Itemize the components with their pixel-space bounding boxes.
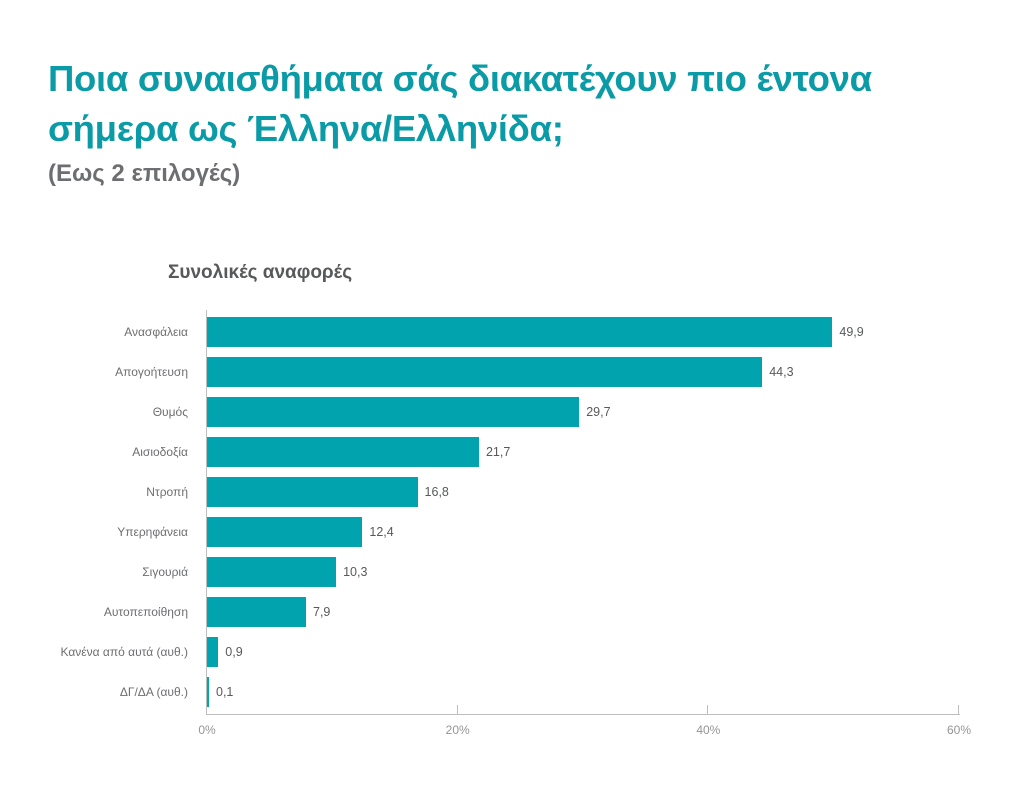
page-title: Ποια συναισθήματα σάς διακατέχουν πιο έν…: [48, 58, 872, 149]
bar-row: Ντροπή 16,8: [0, 477, 1024, 507]
category-label: Υπερηφάνεια: [117, 525, 188, 539]
bar-row: Αυτοπεποίθηση 7,9: [0, 597, 1024, 627]
bar-row: Απογοήτευση 44,3: [0, 357, 1024, 387]
bar-row: Υπερηφάνεια 12,4: [0, 517, 1024, 547]
x-tick: [958, 705, 959, 715]
bar: [207, 637, 219, 667]
bar-row: Ανασφάλεια 49,9: [0, 317, 1024, 347]
x-axis-line: [206, 714, 960, 715]
bar: [207, 677, 209, 707]
category-label: Ανασφάλεια: [124, 325, 188, 339]
x-tick: [707, 705, 709, 715]
bar: [207, 517, 363, 547]
bar: [207, 437, 479, 467]
bar: [207, 597, 306, 627]
bar: [207, 477, 418, 507]
value-label: 0,1: [216, 685, 234, 699]
category-label: Απογοήτευση: [115, 365, 188, 379]
category-label: Αισιοδοξία: [132, 445, 188, 459]
bar: [207, 557, 337, 587]
category-label: Κανένα από αυτά (αυθ.): [60, 645, 188, 659]
value-label: 21,7: [485, 445, 511, 459]
category-label: Αυτοπεποίθηση: [103, 605, 188, 619]
y-axis-line: [206, 310, 207, 715]
bar: [207, 397, 580, 427]
x-tick-label: 0%: [198, 723, 216, 737]
bar-row: ΔΓ/ΔΑ (αυθ.) 0,1: [0, 677, 1024, 707]
bar-row: Κανένα από αυτά (αυθ.) 0,9: [0, 637, 1024, 667]
bar-row: Θυμός 29,7: [0, 397, 1024, 427]
value-label: 49,9: [839, 325, 864, 339]
x-tick-label: 20%: [445, 723, 470, 737]
value-label: 16,8: [424, 485, 449, 499]
value-label: 10,3: [343, 565, 368, 579]
bar-row: Αισιοδοξία 21,7: [0, 437, 1024, 467]
category-label: Θυμός: [152, 405, 188, 419]
x-tick: [456, 705, 458, 715]
chart-title: Συνολικές αναφορές: [168, 262, 353, 283]
value-label: 44,3: [769, 365, 794, 379]
category-label: ΔΓ/ΔΑ (αυθ.): [119, 685, 188, 699]
value-label: 0,9: [225, 645, 243, 659]
bar: [207, 317, 833, 347]
category-label: Σιγουριά: [142, 565, 188, 579]
value-label: 12,4: [369, 525, 394, 539]
category-label: Ντροπή: [146, 485, 188, 499]
page-subtitle: (Εως 2 επιλογές): [48, 160, 241, 187]
bar-row: Σιγουριά 10,3: [0, 557, 1024, 587]
x-tick-label: 60%: [946, 723, 972, 737]
value-label: 29,7: [586, 405, 611, 419]
x-tick-label: 40%: [696, 723, 721, 737]
value-label: 7,9: [313, 605, 331, 619]
bar: [207, 357, 763, 387]
